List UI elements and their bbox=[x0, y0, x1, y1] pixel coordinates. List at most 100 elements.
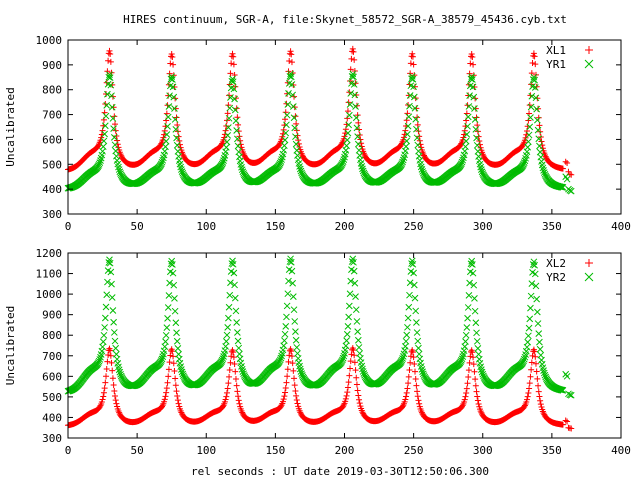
data-point bbox=[343, 330, 351, 338]
data-point bbox=[231, 294, 239, 302]
data-point bbox=[342, 130, 349, 137]
x-tick-label: 0 bbox=[65, 220, 72, 233]
data-point bbox=[350, 258, 357, 266]
data-point bbox=[477, 144, 484, 151]
data-point bbox=[105, 351, 112, 358]
data-point bbox=[350, 267, 358, 275]
data-point bbox=[531, 348, 538, 355]
data-point bbox=[284, 366, 291, 373]
y-tick-label: 800 bbox=[42, 84, 62, 97]
data-point bbox=[467, 75, 475, 83]
data-point bbox=[232, 375, 239, 382]
legend-label: YR2 bbox=[546, 271, 566, 284]
data-point bbox=[101, 314, 109, 322]
data-point bbox=[111, 337, 119, 345]
data-point bbox=[230, 53, 237, 60]
data-point bbox=[106, 47, 113, 54]
data-point bbox=[524, 338, 532, 346]
data-point bbox=[157, 160, 165, 168]
data-point bbox=[355, 392, 362, 399]
data-point bbox=[166, 70, 173, 77]
data-point bbox=[107, 81, 115, 89]
data-point bbox=[289, 91, 297, 99]
data-point bbox=[108, 359, 115, 366]
data-point bbox=[162, 137, 170, 145]
data-point bbox=[178, 166, 185, 173]
data-point bbox=[226, 366, 233, 373]
data-point bbox=[296, 365, 304, 373]
data-point bbox=[471, 307, 479, 315]
data-point bbox=[164, 379, 171, 386]
data-point bbox=[229, 50, 236, 57]
data-point bbox=[104, 90, 111, 98]
data-point bbox=[524, 143, 532, 151]
data-point bbox=[224, 110, 231, 117]
data-point bbox=[406, 102, 413, 110]
data-point bbox=[169, 269, 177, 277]
data-point bbox=[345, 121, 353, 129]
data-point bbox=[292, 133, 299, 141]
data-point bbox=[218, 356, 226, 364]
data-point bbox=[343, 142, 350, 150]
data-point bbox=[223, 389, 230, 396]
data-point bbox=[286, 58, 293, 65]
y-tick-label: 900 bbox=[42, 59, 62, 72]
data-point bbox=[473, 388, 480, 395]
data-point bbox=[410, 281, 418, 289]
data-point bbox=[225, 314, 232, 322]
data-point bbox=[354, 387, 361, 394]
data-point bbox=[112, 344, 120, 352]
data-point bbox=[110, 329, 118, 336]
data-point bbox=[297, 368, 305, 375]
data-point bbox=[110, 134, 118, 141]
data-point bbox=[231, 281, 238, 289]
data-point bbox=[459, 403, 466, 410]
data-point bbox=[239, 368, 247, 375]
data-point bbox=[282, 129, 290, 137]
data-point bbox=[404, 130, 411, 138]
data-point bbox=[535, 114, 542, 121]
data-point bbox=[474, 393, 481, 400]
data-point bbox=[525, 138, 532, 146]
data-point bbox=[282, 322, 290, 330]
data-point bbox=[283, 111, 291, 119]
data-point bbox=[281, 142, 288, 150]
data-point bbox=[477, 163, 485, 171]
data-point bbox=[562, 417, 569, 424]
data-point bbox=[418, 365, 426, 373]
data-point bbox=[178, 409, 185, 416]
data-point bbox=[525, 117, 532, 124]
data-point bbox=[174, 344, 182, 352]
data-point bbox=[238, 166, 246, 174]
data-point bbox=[344, 323, 352, 330]
data-point bbox=[536, 122, 543, 129]
data-point bbox=[292, 387, 299, 394]
data-point bbox=[231, 95, 238, 103]
data-point bbox=[162, 331, 170, 339]
data-point bbox=[107, 50, 114, 57]
data-point bbox=[534, 308, 541, 316]
data-point bbox=[520, 160, 527, 168]
data-point bbox=[233, 127, 241, 134]
data-point bbox=[409, 349, 416, 356]
series-XL2 bbox=[65, 345, 575, 432]
data-point bbox=[112, 397, 119, 404]
data-point bbox=[537, 401, 544, 408]
data-point bbox=[173, 337, 181, 345]
data-point bbox=[222, 396, 229, 403]
data-point bbox=[411, 72, 418, 79]
series-XL1 bbox=[65, 45, 575, 178]
data-point bbox=[168, 50, 175, 57]
data-point bbox=[539, 164, 547, 172]
data-point bbox=[219, 159, 227, 166]
data-point bbox=[99, 338, 107, 346]
data-point bbox=[230, 85, 238, 93]
data-point bbox=[407, 353, 414, 360]
series-YR1 bbox=[64, 70, 575, 195]
data-point bbox=[292, 328, 299, 335]
data-point bbox=[171, 116, 179, 123]
data-point bbox=[529, 352, 536, 359]
data-point bbox=[469, 76, 476, 83]
data-point bbox=[462, 393, 469, 400]
data-point bbox=[418, 144, 425, 151]
